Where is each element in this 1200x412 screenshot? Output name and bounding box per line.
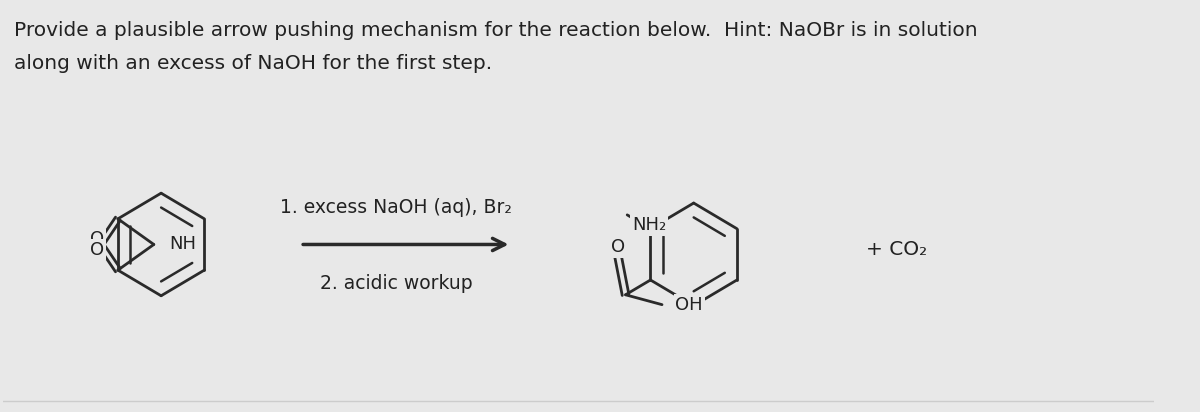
Text: + CO₂: + CO₂ bbox=[866, 240, 928, 259]
Text: 2. acidic workup: 2. acidic workup bbox=[320, 274, 473, 293]
Text: O: O bbox=[90, 230, 104, 248]
Text: OH: OH bbox=[676, 296, 703, 314]
Text: O: O bbox=[611, 239, 625, 256]
Text: 1. excess NaOH (aq), Br₂: 1. excess NaOH (aq), Br₂ bbox=[281, 198, 512, 217]
Text: Provide a plausible arrow pushing mechanism for the reaction below.  Hint: NaOBr: Provide a plausible arrow pushing mechan… bbox=[14, 21, 978, 40]
Text: along with an excess of NaOH for the first step.: along with an excess of NaOH for the fir… bbox=[14, 54, 492, 73]
Text: NH: NH bbox=[169, 236, 196, 253]
Text: O: O bbox=[90, 241, 104, 259]
Text: NH₂: NH₂ bbox=[632, 216, 666, 234]
